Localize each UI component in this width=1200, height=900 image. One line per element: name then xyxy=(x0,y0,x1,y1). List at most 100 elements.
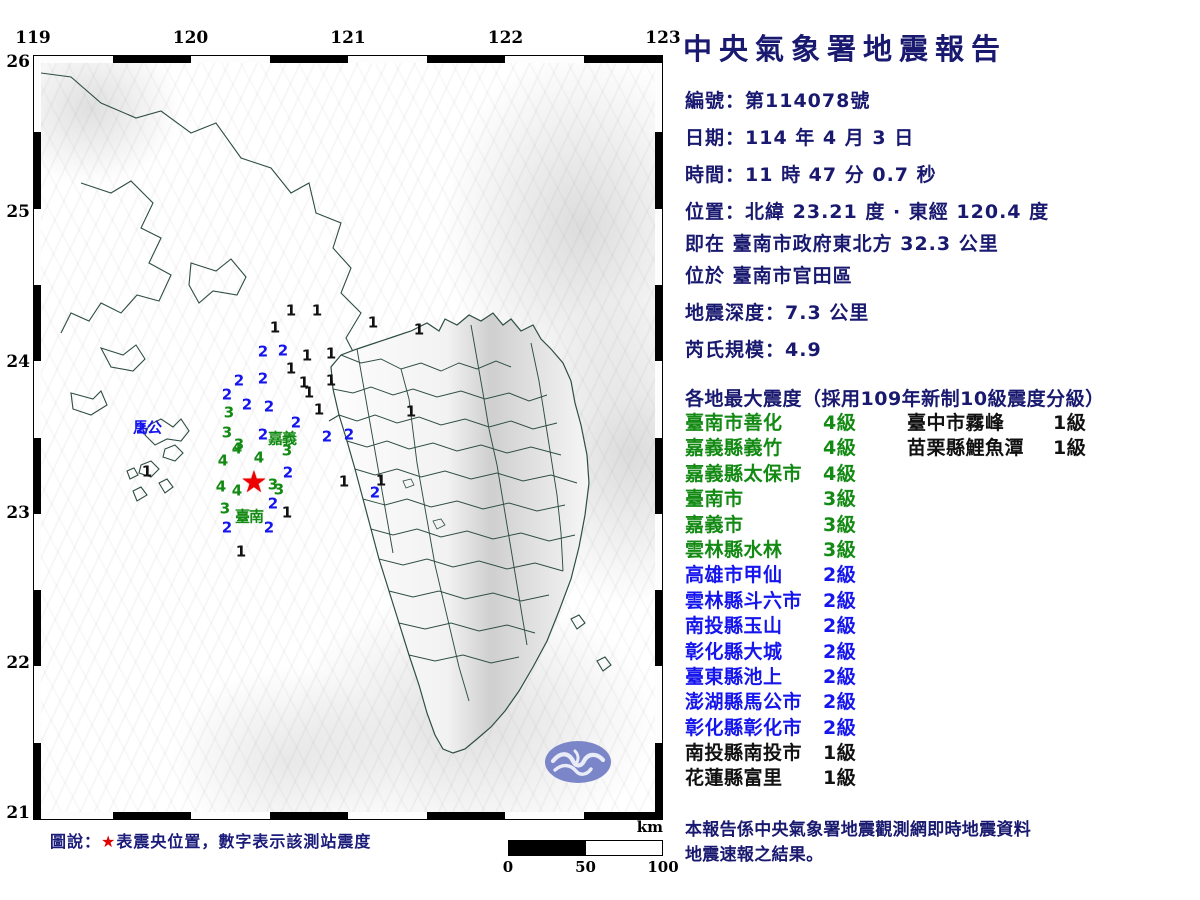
intensity-column-left: 臺南市善化 4級 嘉義縣義竹 4級 嘉義縣太保市 4級 臺南市 3級 嘉義市 3級 雲林縣水林 3級高… xyxy=(685,408,895,789)
frame-tick xyxy=(269,56,348,63)
intensity-row: 臺中市霧峰 1級 xyxy=(907,408,1137,434)
intensity-location: 澎湖縣馬公市 xyxy=(685,691,803,714)
intensity-level: 2級 xyxy=(823,615,857,638)
station-intensity-marker: 2 xyxy=(257,342,269,361)
report-field: 位於 臺南市官田區 xyxy=(685,261,853,288)
station-intensity-marker: 1 xyxy=(298,373,310,392)
intensity-row: 彰化縣彰化市 2級 xyxy=(685,713,895,739)
intensity-column-right: 臺中市霧峰 1級 苗栗縣鯉魚潭 1級 xyxy=(907,408,1137,459)
report-field-value: 北緯 23.21 度 · 東經 120.4 度 xyxy=(745,201,1050,223)
report-field-value: 4.9 xyxy=(785,339,822,361)
intensity-level: 2級 xyxy=(823,564,857,587)
report-field-label: 位於 xyxy=(685,265,733,287)
report-field-label: 位置： xyxy=(685,201,746,223)
map-city-label: 臺南 xyxy=(234,507,264,526)
intensity-location: 臺東縣池上 xyxy=(685,665,783,688)
lon-tick-123: 123 xyxy=(645,28,681,48)
station-intensity-marker: 1 xyxy=(281,503,293,522)
report-field-value: 臺南市官田區 xyxy=(732,265,853,287)
station-intensity-marker: 2 xyxy=(282,463,294,482)
caption-text: 表震央位置，數字表示該測站震度 xyxy=(116,832,372,851)
report-field: 位置：北緯 23.21 度 · 東經 120.4 度 xyxy=(685,197,1049,224)
caption-star-icon: ★ xyxy=(101,832,117,851)
intensity-level: 4級 xyxy=(823,412,857,434)
scale-unit-label: km xyxy=(636,818,663,836)
station-intensity-marker: 2 xyxy=(257,369,269,388)
intensity-row: 彰化縣大城 2級 xyxy=(685,637,895,663)
frame-tick xyxy=(655,284,662,362)
scale-tick-labels: 0 50 100 xyxy=(503,856,679,876)
station-intensity-marker: 1 xyxy=(413,320,425,339)
station-intensity-marker: 4 xyxy=(231,481,243,500)
intensity-row: 南投縣南投市 1級 xyxy=(685,738,895,765)
station-intensity-marker: 1 xyxy=(375,471,387,490)
station-intensity-marker: 2 xyxy=(221,518,233,537)
station-intensity-marker: 2 xyxy=(135,419,147,438)
intensity-level: 1級 xyxy=(823,742,857,765)
frame-tick xyxy=(583,812,662,819)
frame-tick xyxy=(426,812,505,819)
report-field-label: 即在 xyxy=(685,233,733,255)
intensity-location: 彰化縣大城 xyxy=(685,640,783,663)
cwa-logo-icon xyxy=(545,741,611,783)
lon-tick-120: 120 xyxy=(172,28,209,48)
map-frame: ★ 1 1 1 1 1 2 2 1 1 1 2 2 1 1 2 1 2 2 1 1 3 2 3 2 2 2 2 3 4 3 4 4 2 1 1 1 4 4 3… xyxy=(33,55,663,820)
scale-tick-50: 50 xyxy=(575,858,596,876)
frame-tick xyxy=(269,812,348,819)
intensity-level: 4級 xyxy=(823,437,857,460)
map-panel: 119 120 121 122 123 26 25 24 23 22 21 xyxy=(0,0,681,900)
intensity-location: 苗栗縣鯉魚潭 xyxy=(907,437,1025,460)
report-field: 即在 臺南市政府東北方 32.3 公里 xyxy=(685,229,999,256)
station-intensity-marker: 1 xyxy=(285,301,297,320)
intensity-row: 雲林縣斗六市 2級 xyxy=(685,586,895,612)
frame-tick xyxy=(655,132,662,209)
intensity-row: 臺南市 3級 xyxy=(685,484,895,511)
intensity-location: 南投縣南投市 xyxy=(685,742,803,765)
station-intensity-marker: 3 xyxy=(223,403,235,422)
frame-tick xyxy=(34,132,41,209)
report-field-label: 日期： xyxy=(685,127,746,149)
map-canvas[interactable]: ★ 1 1 1 1 1 2 2 1 1 1 2 2 1 1 2 1 2 2 1 1 3 2 3 2 2 2 2 3 4 3 4 4 2 1 1 1 4 4 3… xyxy=(41,63,655,812)
station-intensity-marker: 1 xyxy=(325,371,337,390)
intensity-location: 嘉義市 xyxy=(685,513,744,536)
report-field-label: 時間： xyxy=(685,164,746,186)
station-intensity-marker: 2 xyxy=(290,413,302,432)
latitude-axis: 26 25 24 23 22 21 xyxy=(0,0,33,900)
intensity-location: 雲林縣水林 xyxy=(685,538,783,561)
intensity-location: 嘉義縣太保市 xyxy=(685,462,803,485)
frame-tick xyxy=(655,742,662,819)
longitude-axis: 119 120 121 122 123 xyxy=(15,28,681,54)
intensity-row: 雲林縣水林 3級 xyxy=(685,535,895,561)
footer-line-2: 地震速報之結果。 xyxy=(685,844,824,865)
frame-tick xyxy=(34,437,41,514)
frame-tick xyxy=(34,284,41,362)
lat-tick-24: 24 xyxy=(6,352,30,373)
frame-tick xyxy=(112,56,191,63)
station-intensity-marker: 2 xyxy=(369,483,381,502)
intensity-level: 3級 xyxy=(823,513,857,536)
station-intensity-marker: 3 xyxy=(233,435,245,454)
station-intensity-marker: 2 xyxy=(241,395,253,414)
frame-tick xyxy=(34,742,41,819)
frame-tick xyxy=(655,590,662,667)
taiwan-map-svg xyxy=(41,72,612,754)
intensity-location: 南投縣玉山 xyxy=(685,615,783,638)
station-intensity-marker: 1 xyxy=(141,462,153,481)
scale-segment-filled xyxy=(509,841,586,855)
station-intensity-marker: 4 xyxy=(253,448,265,467)
map-city-label: 嘉義 xyxy=(267,429,297,448)
map-caption: 圖說：★表震央位置，數字表示該測站震度 xyxy=(50,828,371,852)
intensity-location: 臺南市 xyxy=(685,488,744,511)
station-intensity-marker: 2 xyxy=(267,494,279,513)
intensity-location: 雲林縣斗六市 xyxy=(685,589,803,612)
scale-bar: km 0 50 100 xyxy=(503,818,679,876)
station-intensity-marker: 2 xyxy=(343,425,355,444)
intensity-row: 花蓮縣富里 1級 xyxy=(685,763,895,789)
intensity-level: 3級 xyxy=(823,538,857,561)
station-intensity-marker: 1 xyxy=(367,313,379,332)
intensity-row: 嘉義市 3級 xyxy=(685,510,895,536)
scale-segment-empty xyxy=(586,841,663,855)
lat-tick-23: 23 xyxy=(6,502,30,523)
scale-tick-0: 0 xyxy=(502,858,514,876)
